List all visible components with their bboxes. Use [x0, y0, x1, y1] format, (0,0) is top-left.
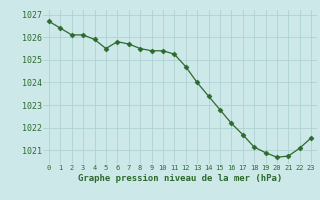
X-axis label: Graphe pression niveau de la mer (hPa): Graphe pression niveau de la mer (hPa) [78, 174, 282, 183]
